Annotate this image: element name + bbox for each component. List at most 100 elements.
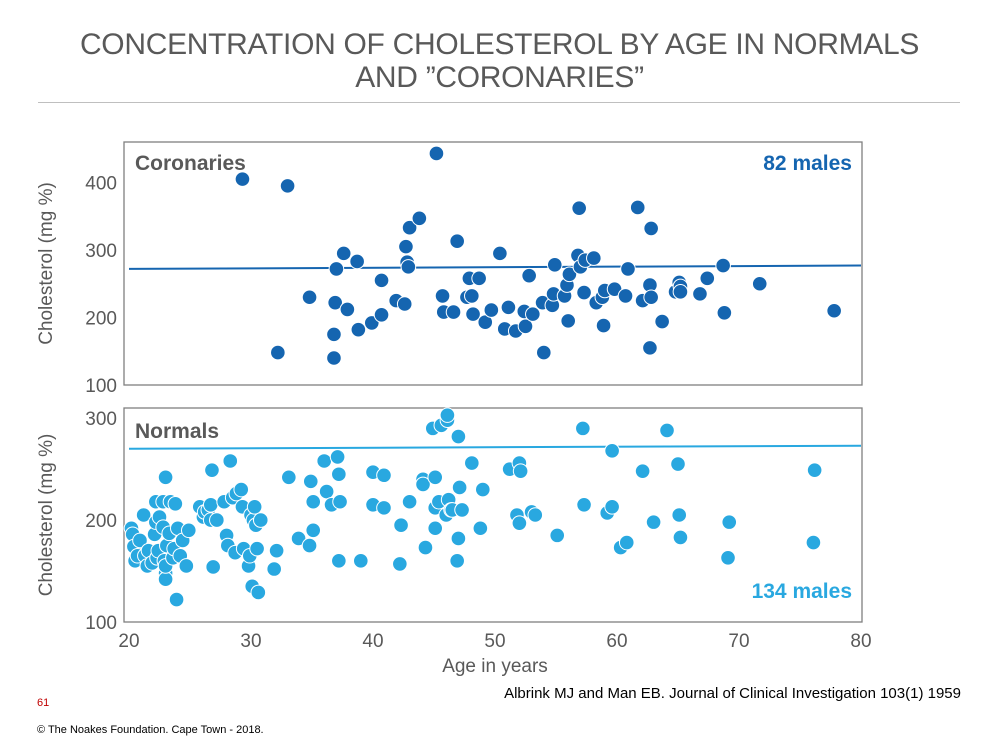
x-tick-label: 80	[850, 631, 871, 652]
normals-data-point	[249, 540, 265, 557]
x-axis-label: Age in years	[442, 656, 548, 677]
coronaries-data-point	[373, 307, 390, 323]
normals-data-point	[168, 591, 185, 608]
coronaries-data-point	[401, 219, 418, 236]
coronaries-data-point	[699, 270, 716, 287]
normals-data-point	[376, 500, 392, 516]
normals-data-point	[281, 469, 297, 486]
coronaries-data-point	[483, 302, 500, 318]
normals-data-point	[512, 463, 529, 479]
normals-data-point	[376, 467, 392, 484]
coronaries-data-point	[620, 261, 636, 277]
x-tick-label: 60	[606, 631, 627, 652]
coronaries-y-tick-label: 400	[85, 174, 117, 195]
coronaries-plot-frame	[123, 141, 863, 386]
normals-data-point	[806, 462, 823, 478]
normals-data-point	[266, 561, 282, 577]
coronaries-data-point	[617, 288, 634, 304]
normals-data-point	[204, 462, 220, 478]
normals-data-point	[180, 522, 197, 539]
coronaries-data-point	[692, 286, 708, 302]
copyright-notice: © The Noakes Foundation. Cape Town - 201…	[37, 724, 264, 736]
coronaries-data-point	[339, 301, 356, 318]
coronaries-data-point	[279, 178, 296, 194]
normals-data-point	[301, 537, 318, 554]
coronaries-count-label: 82 males	[763, 152, 852, 175]
coronaries-data-point	[350, 321, 367, 338]
coronaries-data-point	[328, 261, 345, 277]
normals-data-point	[634, 463, 651, 479]
normals-data-point	[209, 512, 225, 528]
normals-data-point	[451, 479, 468, 496]
coronaries-data-point	[595, 317, 612, 334]
coronaries-data-point	[517, 318, 534, 335]
slide-title-line-1: CONCENTRATION OF CHOLESTEROL BY AGE IN N…	[79, 28, 920, 61]
normals-data-point	[670, 456, 686, 472]
normals-data-point	[450, 428, 467, 445]
coronaries-data-point	[536, 344, 552, 361]
title-divider	[38, 102, 960, 103]
coronaries-data-point	[400, 259, 417, 275]
normals-data-point	[464, 455, 480, 471]
coronaries-data-point	[234, 171, 251, 187]
coronaries-data-point	[521, 267, 537, 284]
coronaries-data-point	[449, 233, 465, 250]
normals-data-point	[415, 476, 431, 493]
normals-series-label: Normals	[135, 420, 219, 443]
normals-data-point	[167, 495, 184, 512]
normals-data-point	[671, 507, 688, 523]
normals-data-point	[305, 522, 322, 539]
normals-data-point	[427, 469, 444, 486]
coronaries-data-point	[327, 294, 343, 311]
coronaries-trend-line	[128, 264, 862, 270]
page-number: 61	[37, 697, 50, 709]
normals-data-point	[672, 529, 689, 546]
coronaries-data-point	[715, 257, 731, 274]
coronaries-data-point	[716, 304, 733, 321]
normals-data-point	[392, 556, 408, 572]
coronaries-data-point	[571, 200, 587, 216]
coronaries-data-point	[642, 340, 658, 356]
coronaries-data-point	[629, 199, 646, 216]
normals-data-point	[449, 553, 465, 569]
normals-data-point	[511, 515, 528, 531]
normals-data-point	[250, 584, 267, 601]
coronaries-data-point	[576, 284, 592, 301]
x-tick-label: 20	[118, 631, 139, 652]
normals-data-point	[576, 497, 592, 513]
normals-y-tick-label: 200	[85, 511, 117, 532]
normals-data-point	[604, 443, 620, 459]
coronaries-data-point	[500, 299, 517, 316]
coronaries-data-point	[560, 313, 577, 329]
coronaries-data-point	[396, 296, 413, 312]
normals-y-tick-label: 300	[85, 409, 117, 430]
coronaries-data-point	[643, 289, 659, 306]
coronaries-data-point	[326, 326, 342, 343]
normals-data-point	[302, 473, 319, 490]
normals-data-point	[393, 517, 409, 533]
coronaries-data-point	[465, 306, 481, 322]
coronaries-data-point	[411, 210, 428, 227]
normals-data-point	[233, 481, 250, 498]
normals-data-point	[527, 507, 544, 523]
coronaries-series-label: Coronaries	[135, 152, 246, 175]
normals-data-point	[805, 534, 822, 551]
normals-data-point	[427, 520, 444, 537]
coronaries-data-point	[654, 313, 670, 330]
coronaries-data-point	[349, 253, 365, 270]
slide-title-line-2: AND ”CORONARIES”	[355, 61, 644, 94]
normals-y-tick-label: 100	[85, 613, 117, 634]
coronaries-data-point	[270, 344, 286, 361]
normals-data-point	[246, 499, 263, 515]
coronaries-data-point	[326, 350, 342, 366]
normals-data-point	[450, 530, 467, 547]
normals-trend-line	[128, 444, 862, 450]
coronaries-data-point	[586, 250, 602, 266]
coronaries-data-point	[672, 284, 689, 300]
coronaries-data-point	[492, 245, 508, 262]
normals-plot-frame	[123, 407, 863, 623]
normals-data-point	[202, 497, 219, 513]
x-tick-label: 40	[362, 631, 383, 652]
coronaries-y-tick-label: 100	[85, 376, 117, 397]
